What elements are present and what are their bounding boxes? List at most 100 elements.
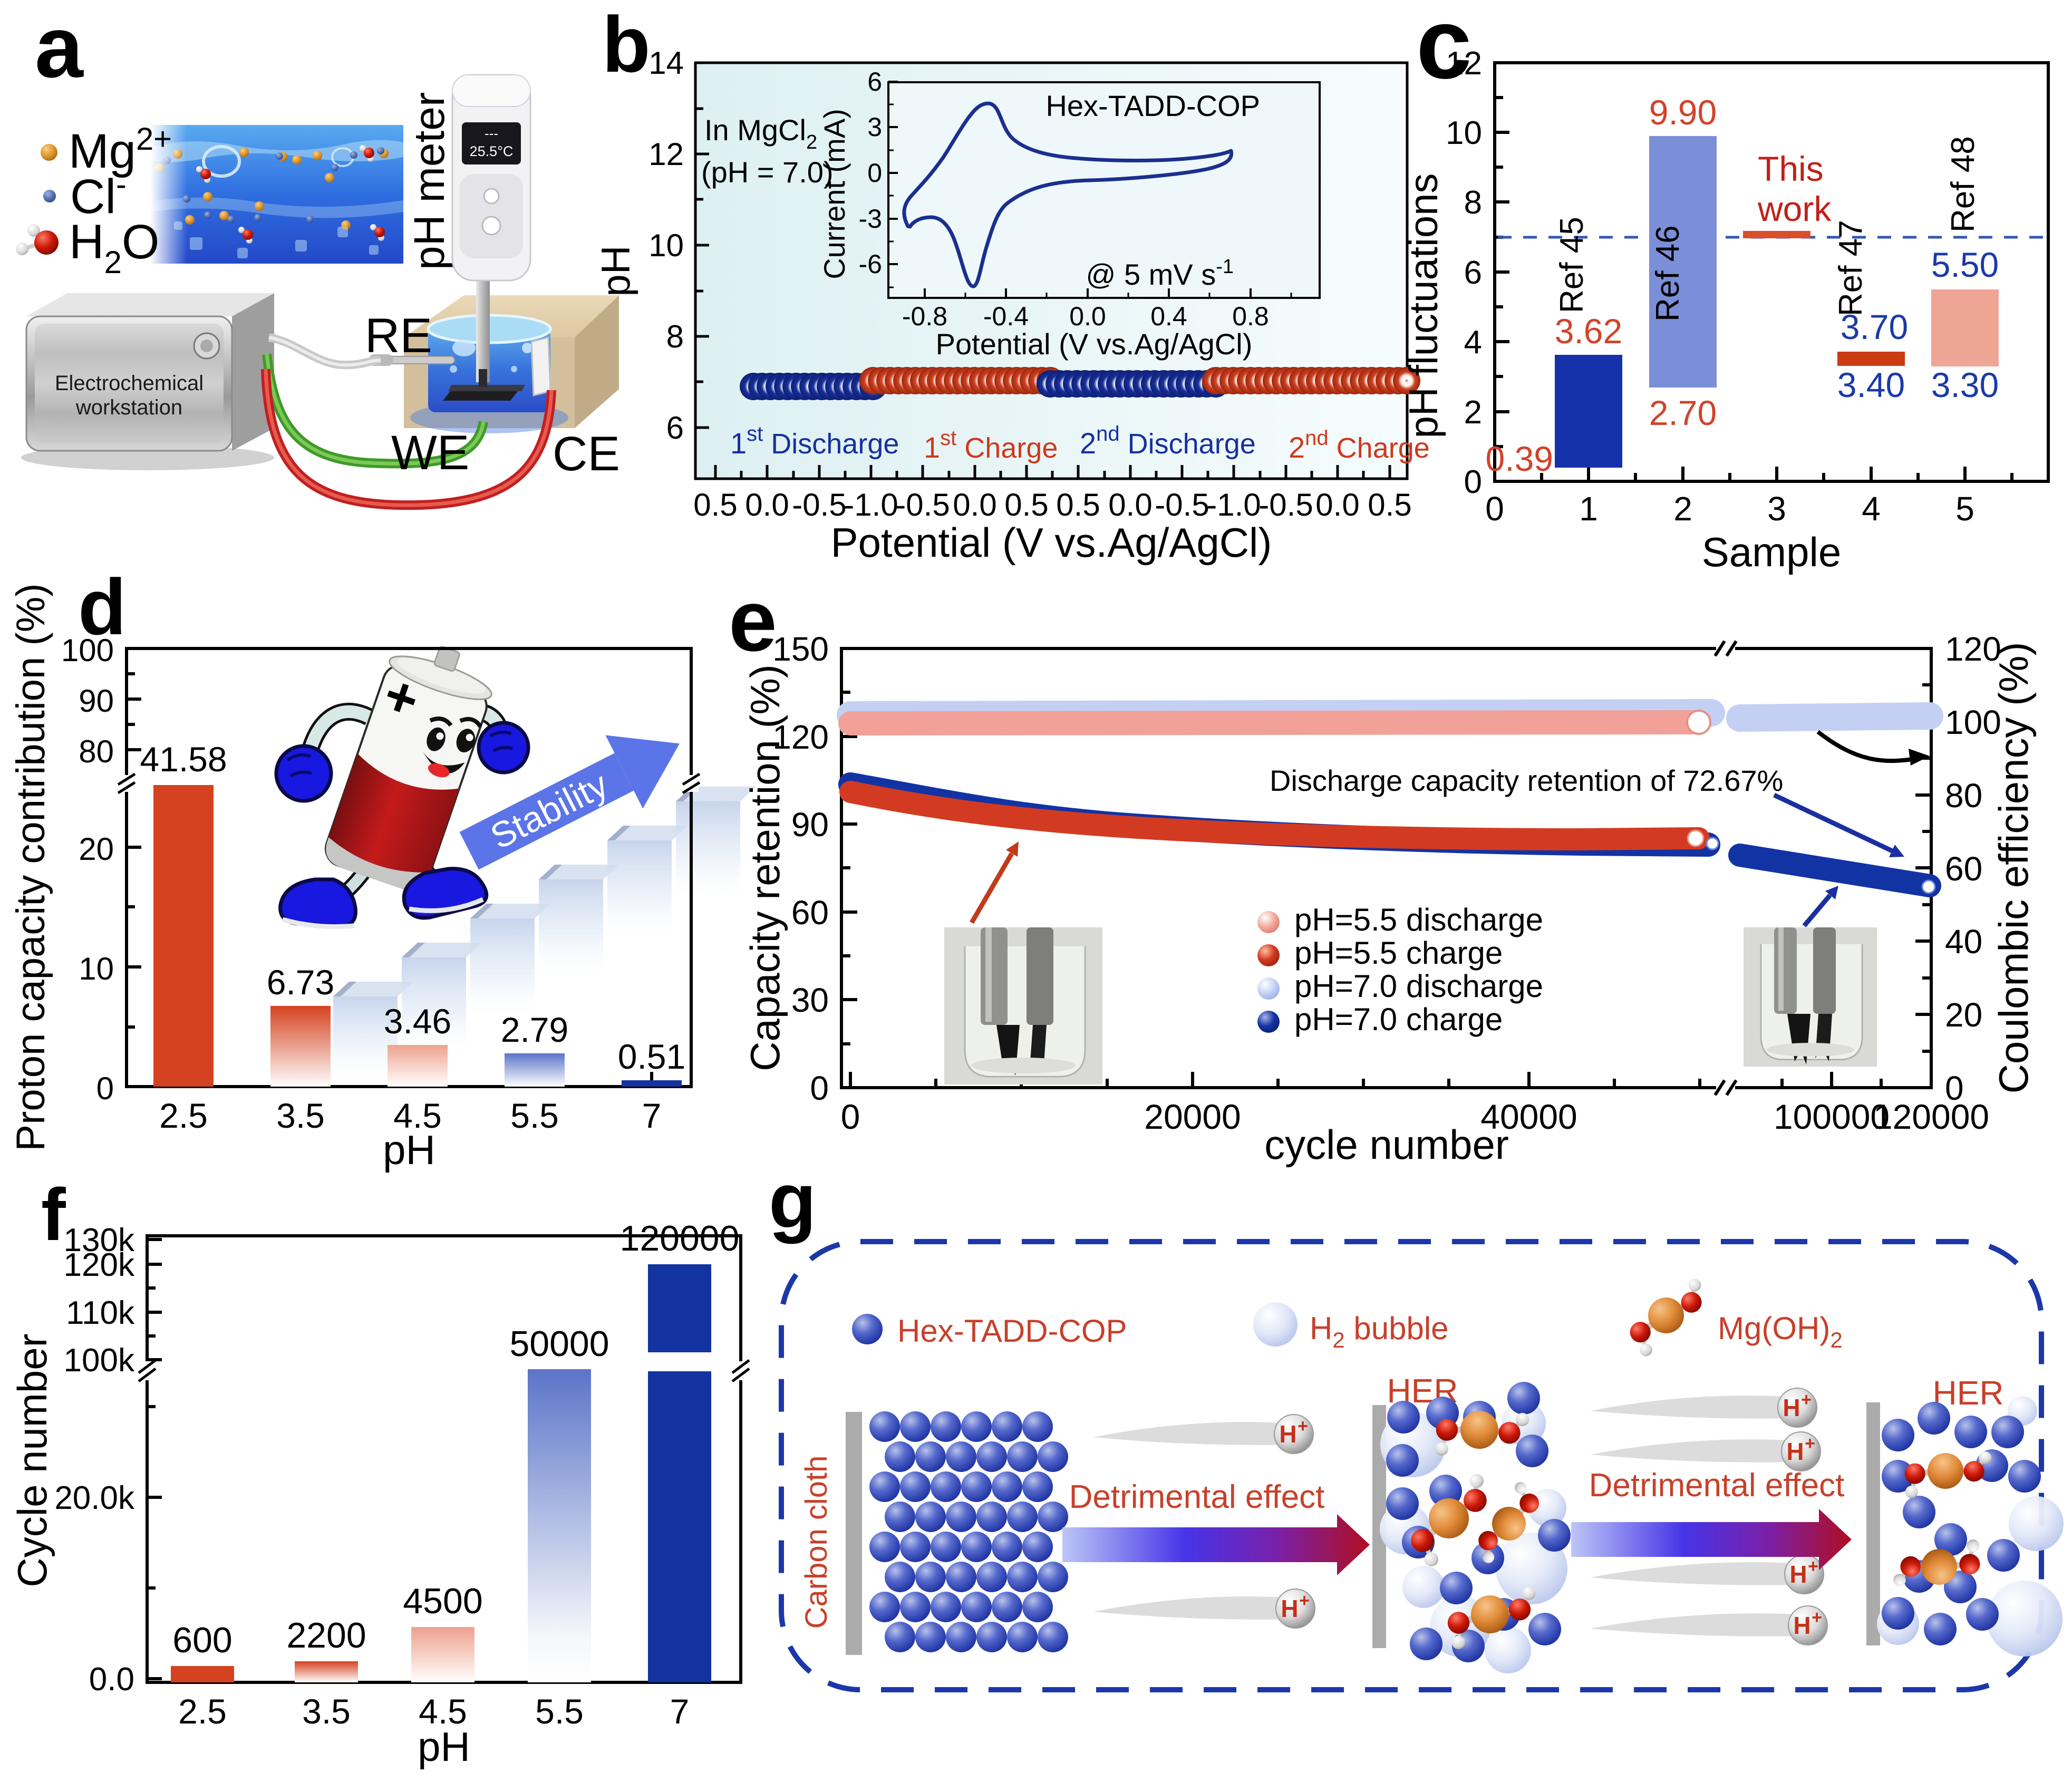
svg-text:0.5: 0.5 — [1368, 487, 1411, 522]
svg-text:0.0: 0.0 — [1108, 487, 1152, 522]
svg-text:Potential (V vs.Ag/AgCl): Potential (V vs.Ag/AgCl) — [831, 519, 1272, 566]
svg-text:5.50: 5.50 — [1931, 245, 1999, 284]
svg-text:WE: WE — [391, 426, 469, 480]
svg-text:0.5: 0.5 — [693, 487, 737, 522]
svg-text:40: 40 — [1945, 923, 1982, 961]
svg-text:3.46: 3.46 — [384, 1002, 451, 1041]
svg-text:80: 80 — [1945, 777, 1982, 815]
svg-text:d: d — [78, 563, 127, 651]
svg-text:0: 0 — [841, 1097, 860, 1136]
svg-text:2.70: 2.70 — [1649, 393, 1717, 432]
svg-text:-1.0: -1.0 — [844, 487, 898, 522]
svg-text:work: work — [1757, 189, 1832, 228]
svg-text:Ref 46: Ref 46 — [1650, 225, 1686, 322]
svg-text:120k: 120k — [64, 1247, 135, 1283]
svg-text:6: 6 — [1464, 255, 1482, 291]
svg-text:-6: -6 — [859, 249, 882, 279]
svg-text:+: + — [1801, 1390, 1812, 1410]
svg-text:0.0: 0.0 — [89, 1661, 134, 1698]
svg-text:Proton capacity contribution (: Proton capacity contribution (%) — [8, 583, 53, 1151]
svg-text:120000: 120000 — [620, 1218, 740, 1258]
svg-text:pH=5.5 charge: pH=5.5 charge — [1294, 935, 1503, 971]
svg-text:+: + — [1808, 1556, 1818, 1576]
svg-text:Capacity retention (%): Capacity retention (%) — [742, 664, 788, 1071]
svg-text:H: H — [1786, 1438, 1804, 1465]
svg-text:0.51: 0.51 — [618, 1037, 685, 1076]
svg-text:20: 20 — [1945, 996, 1982, 1034]
svg-text:10: 10 — [648, 228, 684, 263]
svg-text:f: f — [41, 1173, 66, 1256]
svg-text:Detrimental effect: Detrimental effect — [1589, 1467, 1845, 1504]
svg-text:2200: 2200 — [286, 1615, 366, 1655]
svg-text:c: c — [1416, 0, 1472, 100]
svg-text:3: 3 — [867, 112, 882, 142]
svg-text:6: 6 — [666, 410, 684, 446]
svg-text:2: 2 — [1464, 394, 1482, 431]
svg-text:10: 10 — [1446, 115, 1482, 151]
svg-text:pH meter: pH meter — [405, 92, 453, 270]
svg-text:6.73: 6.73 — [267, 963, 334, 1002]
svg-text:150: 150 — [772, 630, 829, 668]
svg-text:(pH = 7.0): (pH = 7.0) — [701, 156, 834, 189]
svg-text:-1.0: -1.0 — [1206, 487, 1261, 522]
svg-text:H: H — [1279, 1420, 1296, 1448]
svg-text:H: H — [1793, 1612, 1810, 1639]
svg-text:H: H — [1281, 1595, 1298, 1622]
svg-text:H: H — [1789, 1561, 1807, 1588]
svg-text:3.5: 3.5 — [302, 1692, 351, 1731]
svg-text:600: 600 — [172, 1620, 232, 1660]
svg-text:+: + — [1812, 1607, 1822, 1628]
svg-text:8: 8 — [1464, 185, 1482, 221]
svg-text:100: 100 — [1945, 703, 2001, 741]
svg-text:+: + — [1298, 1416, 1308, 1436]
svg-text:0.5: 0.5 — [1056, 487, 1100, 522]
svg-text:3.70: 3.70 — [1841, 307, 1908, 346]
svg-text:-3: -3 — [859, 204, 882, 234]
svg-text:10: 10 — [79, 951, 114, 986]
svg-text:40000: 40000 — [1480, 1097, 1577, 1136]
svg-text:0: 0 — [810, 1069, 829, 1107]
svg-text:3.62: 3.62 — [1555, 312, 1622, 351]
svg-text:Ref 48: Ref 48 — [1945, 136, 1981, 233]
svg-text:3.5: 3.5 — [276, 1096, 325, 1135]
svg-text:pH: pH — [383, 1127, 435, 1173]
svg-text:Sample: Sample — [1702, 529, 1841, 575]
svg-text:e: e — [729, 572, 777, 669]
svg-text:90: 90 — [791, 806, 829, 844]
svg-text:9.90: 9.90 — [1649, 93, 1717, 132]
svg-text:Coulombic efficiency (%): Coulombic efficiency (%) — [1990, 642, 2037, 1094]
svg-text:0.4: 0.4 — [1150, 302, 1187, 331]
svg-text:Electrochemical: Electrochemical — [55, 372, 204, 395]
svg-text:0.39: 0.39 — [1486, 439, 1553, 478]
svg-text:Mg(OH)2: Mg(OH)2 — [1718, 1311, 1843, 1352]
svg-text:0.0: 0.0 — [1315, 487, 1359, 522]
svg-text:@ 5 mV s-1: @ 5 mV s-1 — [1086, 256, 1234, 291]
svg-text:100: 100 — [61, 633, 114, 668]
svg-text:-0.5: -0.5 — [1258, 487, 1313, 522]
svg-text:Discharge capacity retention o: Discharge capacity retention of 72.67% — [1270, 764, 1783, 797]
svg-text:0.0: 0.0 — [1069, 302, 1106, 331]
svg-text:0.8: 0.8 — [1232, 302, 1269, 331]
svg-text:60: 60 — [791, 894, 829, 932]
svg-text:120000: 120000 — [1873, 1097, 1989, 1136]
svg-text:30: 30 — [791, 981, 829, 1019]
svg-text:0: 0 — [1464, 464, 1482, 500]
svg-text:4500: 4500 — [403, 1581, 482, 1621]
svg-text:8: 8 — [666, 319, 684, 354]
svg-text:H2O: H2O — [69, 215, 159, 280]
svg-text:41.58: 41.58 — [140, 740, 227, 779]
svg-text:b: b — [602, 0, 651, 89]
svg-text:0.5: 0.5 — [1004, 487, 1048, 522]
svg-text:20.0k: 20.0k — [54, 1480, 135, 1516]
svg-text:pH=7.0 discharge: pH=7.0 discharge — [1294, 969, 1543, 1004]
svg-text:---: --- — [485, 125, 498, 141]
svg-text:2nd Discharge: 2nd Discharge — [1080, 422, 1256, 460]
svg-text:120: 120 — [1945, 630, 2001, 668]
svg-text:Potential (V vs.Ag/AgCl): Potential (V vs.Ag/AgCl) — [936, 327, 1253, 361]
svg-text:2.5: 2.5 — [159, 1096, 208, 1135]
svg-text:3.40: 3.40 — [1837, 365, 1905, 404]
svg-text:4: 4 — [1862, 490, 1881, 528]
svg-text:4: 4 — [1464, 324, 1482, 361]
svg-text:-0.4: -0.4 — [983, 302, 1029, 331]
svg-text:60: 60 — [1945, 850, 1982, 888]
